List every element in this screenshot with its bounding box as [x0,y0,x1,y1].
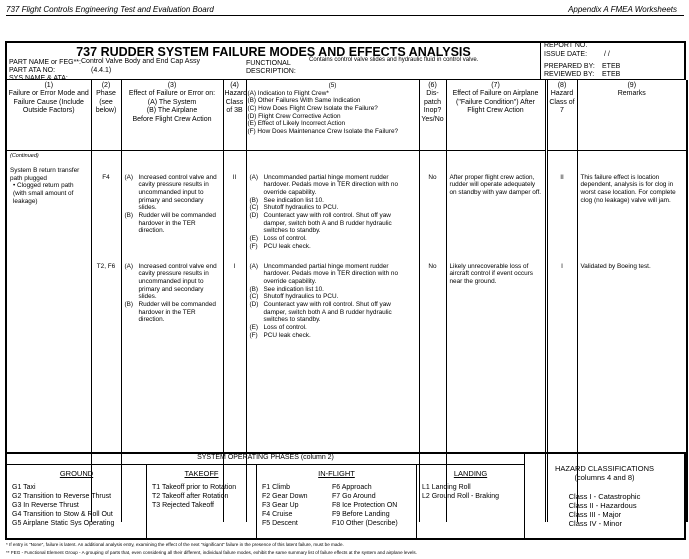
effect-a: Increased control valve and cavity press… [138,173,217,212]
page-header-right: Appendix A FMEA Worksheets [568,5,677,14]
indication-c: Shutoff hydraulics to PCU. [263,204,339,212]
remarks: Validated by Boeing test. [580,262,651,270]
remarks: This failure effect is location dependen… [580,173,676,204]
description-label: DESCRIPTION: [246,68,296,75]
failure-mode: System B return transfer path plugged [10,167,80,182]
airplane-effect: Likely unrecoverable loss of aircraft co… [449,262,533,285]
indication-d: Counteract yaw with roll control. Shut o… [263,300,392,324]
part-ata-label: PART ATA NO: [9,67,56,74]
dispatch: No [428,173,437,181]
issue-date-label: ISSUE DATE: [544,50,588,58]
fmea-table: (1) Failure or Error Mode and Failure Cau… [5,80,688,522]
airplane-effect-cell: After proper flight crew action, rudder … [445,150,548,522]
indication-d: Counteract yaw with roll control. Shut o… [263,211,392,235]
col-header-4: (4) Hazard Class of 3B [222,80,247,151]
functional-description: Contains control valve slides and hydrau… [309,57,479,63]
phase: T2, F6 [96,262,116,270]
col-header-5: (5) (A) Indication to Flight Crew* (B) Ot… [245,80,420,151]
hazard-class-8: I [561,262,563,270]
column-headers: (1) Failure or Error Mode and Failure Cau… [5,80,688,151]
prepared-by-label: PREPARED BY: [544,62,595,70]
phase-cell: F4 T2, F6 [90,150,122,522]
header-rule [6,15,684,16]
col-header-9: (9) Remarks [576,80,688,151]
failure-mode-cell: (Continued) System B return transfer pat… [5,150,92,522]
footnote-1: * If entry is "None", failure is latent.… [6,542,344,547]
col-header-7: (7) Effect of Failure on Airplane ("Failu… [445,80,548,151]
form-header: 737 RUDDER SYSTEM FAILURE MODES AND EFFE… [5,41,686,82]
effect-b: Rudder will be commanded hardover in the… [138,211,216,235]
hazard-title: HAZARD CLASSIFICATIONS [554,464,655,473]
effect-a: Increased control valve end cavity press… [138,262,217,301]
failure-cause: Clogged return path (with small amount o… [13,182,74,205]
part-ata: (4.4.1) [91,67,112,74]
functional-label: FUNCTIONAL [246,60,291,67]
col-header-6: (6) Dis-patch Inop? Yes/No [418,80,447,151]
indication-a: Uncommanded partial hinge moment rudder … [263,173,399,196]
col-header-2: (2) Phase (see below) [90,80,122,151]
col-header-1: (1) Failure or Error Mode and Failure Cau… [5,80,92,151]
part-name: Control Valve Body and End Cap Assy [81,58,200,65]
indication-e: Loss of control. [263,324,307,331]
form-title: 737 RUDDER SYSTEM FAILURE MODES AND EFFE… [76,45,471,59]
prepared-by: ETEB [602,62,621,70]
takeoff-phases: TAKEOFF T1 Takeoff prior to Rotation T2 T… [147,465,257,538]
hazard-cell: II I [222,150,247,522]
indication-b: See indication list 10. [263,196,324,204]
continued-label: (Continued) [10,152,39,159]
report-no-label: REPORT NO. [544,42,588,49]
hazard-classifications: HAZARD CLASSIFICATIONS (columns 4 and 8)… [524,454,684,538]
ground-phases: GROUND G1 Taxi G2 Transition to Reverse T… [7,465,147,538]
indication-a: Uncommanded partial hinge moment rudder … [263,262,399,285]
hazard-class-8: II [560,173,564,181]
dispatch: No [428,262,437,270]
indication-cell: (A) Uncommanded partial hinge moment rudd… [245,150,420,522]
page-header-left: 737 Flight Controls Engineering Test and… [6,5,214,14]
indication-c: Shutoff hydraulics to PCU. [263,293,339,301]
landing-phases: LANDING L1 Landing Roll L2 Ground Roll - … [422,469,500,500]
hazard-class: II [232,173,237,181]
reviewed-by-label: REVIEWED BY: [544,71,595,79]
remarks-cell: This failure effect is location dependen… [576,150,688,522]
part-name-label: PART NAME or FEG**: [9,59,81,66]
hazard-subtitle: (columns 4 and 8) [574,473,635,482]
report-box: REPORT NO. ISSUE DATE: / / PREPARED BY: ET… [540,41,686,80]
col-header-8: (8) Hazard Class of 7 [545,80,578,151]
footnote-2: ** FEG - Functional Element Group - A gr… [6,550,417,555]
col-header-3: (3) Effect of Failure or Error on: (A) The… [120,80,224,151]
airplane-effect: After proper flight crew action, rudder … [449,173,542,196]
indication-f: PCU leak check. [263,242,311,250]
inflight-phases: IN-FLIGHT F1 Climb F2 Gear Down F3 Gear Up… [257,465,417,538]
phase: F4 [102,173,110,181]
hazard-class: I [233,262,236,270]
indication-f: PCU leak check. [263,331,311,339]
effect-cell: (A) Increased control valve and cavity pr… [120,150,224,522]
reviewed-by: ETEB [602,71,621,79]
sys-name-label: SYS NAME & ATA: [9,75,68,82]
indication-b: See indication list 10. [263,285,324,293]
table-row: (Continued) System B return transfer pat… [5,150,688,522]
issue-date: / / [604,50,610,58]
effect-b: Rudder will be commanded hardover in the… [138,300,216,324]
indication-e: Loss of control. [263,235,307,242]
phases-title: SYSTEM OPERATING PHASES (column 2) [7,454,524,465]
operating-phases-box: SYSTEM OPERATING PHASES (column 2) GROUN… [5,452,686,540]
